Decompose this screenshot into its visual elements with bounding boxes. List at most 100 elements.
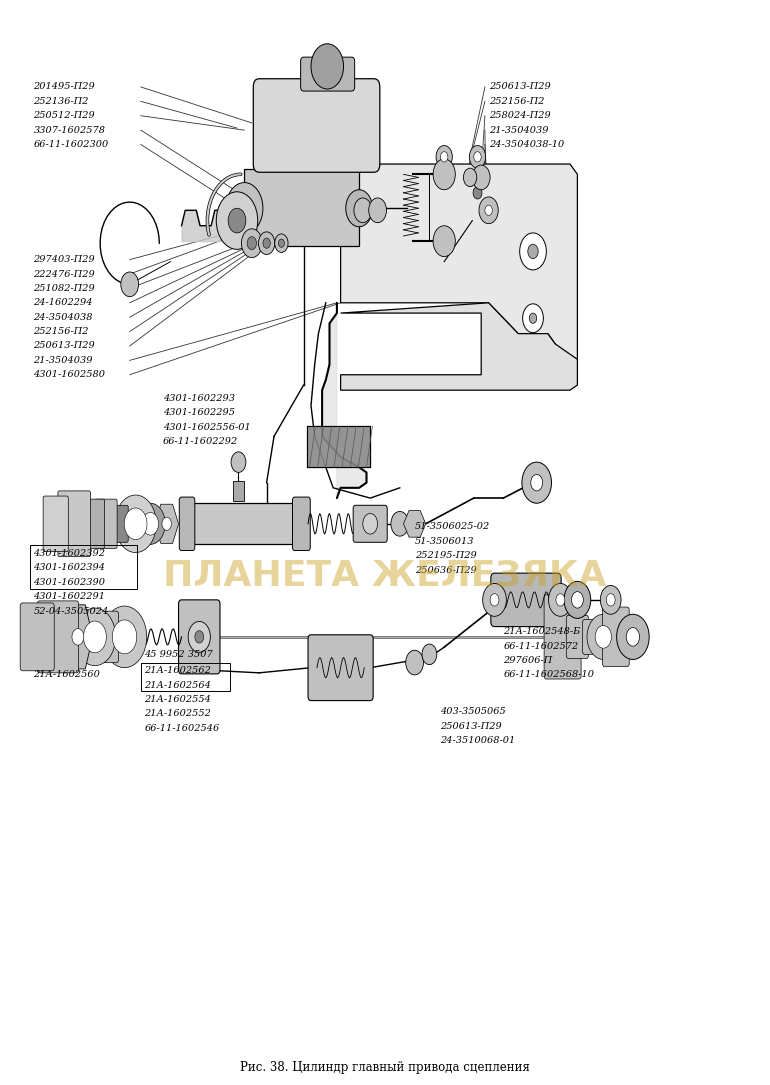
Text: 3307-1602578: 3307-1602578 bbox=[34, 126, 105, 135]
Text: 66-11-1602572: 66-11-1602572 bbox=[504, 641, 578, 651]
Circle shape bbox=[259, 232, 275, 255]
FancyBboxPatch shape bbox=[113, 506, 129, 542]
Text: 4301-1602580: 4301-1602580 bbox=[34, 370, 105, 380]
Circle shape bbox=[606, 593, 615, 607]
Circle shape bbox=[520, 233, 547, 270]
Circle shape bbox=[440, 152, 448, 162]
FancyBboxPatch shape bbox=[490, 573, 561, 626]
Circle shape bbox=[346, 190, 373, 227]
Text: 252156-П2: 252156-П2 bbox=[489, 97, 544, 106]
Polygon shape bbox=[63, 604, 92, 669]
Circle shape bbox=[490, 593, 499, 607]
Circle shape bbox=[483, 584, 507, 616]
Text: 4301-1602556-01: 4301-1602556-01 bbox=[163, 423, 251, 432]
Circle shape bbox=[464, 168, 477, 187]
Circle shape bbox=[479, 197, 498, 224]
FancyBboxPatch shape bbox=[78, 499, 105, 548]
FancyBboxPatch shape bbox=[101, 611, 119, 663]
Text: 252156-П2: 252156-П2 bbox=[34, 327, 89, 336]
Circle shape bbox=[564, 582, 591, 618]
FancyBboxPatch shape bbox=[20, 603, 54, 671]
Text: 250613-П29: 250613-П29 bbox=[440, 722, 502, 731]
Text: 45 9952 3507: 45 9952 3507 bbox=[145, 650, 213, 659]
FancyBboxPatch shape bbox=[603, 607, 629, 666]
Circle shape bbox=[587, 614, 620, 660]
Bar bbox=[233, 481, 244, 501]
Text: 4301-1602293: 4301-1602293 bbox=[163, 394, 235, 403]
Text: 24-1602294: 24-1602294 bbox=[34, 298, 93, 307]
Text: 21А-1602548-Б: 21А-1602548-Б bbox=[504, 627, 581, 636]
FancyBboxPatch shape bbox=[583, 620, 599, 654]
Text: 66-11-1602568-10: 66-11-1602568-10 bbox=[504, 671, 594, 679]
FancyBboxPatch shape bbox=[43, 496, 69, 551]
Text: 4301-1602295: 4301-1602295 bbox=[163, 408, 235, 418]
Circle shape bbox=[112, 620, 137, 654]
Circle shape bbox=[522, 462, 551, 503]
FancyBboxPatch shape bbox=[179, 600, 220, 674]
Text: 4301-1602390: 4301-1602390 bbox=[34, 578, 105, 587]
FancyBboxPatch shape bbox=[179, 497, 195, 550]
Text: 297403-П29: 297403-П29 bbox=[34, 255, 95, 264]
Circle shape bbox=[74, 608, 116, 665]
Polygon shape bbox=[307, 426, 370, 468]
FancyBboxPatch shape bbox=[353, 506, 387, 542]
Text: 21А-1602560: 21А-1602560 bbox=[34, 671, 100, 679]
FancyBboxPatch shape bbox=[37, 601, 79, 673]
Text: 201495-П29: 201495-П29 bbox=[34, 82, 95, 91]
Text: 24-3510068-01: 24-3510068-01 bbox=[440, 737, 516, 745]
Circle shape bbox=[363, 513, 377, 534]
Bar bbox=[30, 546, 137, 588]
Text: 222476-П29: 222476-П29 bbox=[34, 269, 95, 279]
Circle shape bbox=[433, 158, 455, 190]
Circle shape bbox=[406, 650, 424, 675]
Text: 403-3505065: 403-3505065 bbox=[440, 707, 506, 716]
Polygon shape bbox=[340, 303, 578, 391]
Circle shape bbox=[72, 628, 84, 646]
Circle shape bbox=[136, 503, 166, 545]
Text: 21А-1602562: 21А-1602562 bbox=[145, 666, 212, 675]
Circle shape bbox=[228, 208, 246, 233]
Text: 51-3506013: 51-3506013 bbox=[414, 537, 474, 546]
Circle shape bbox=[470, 145, 486, 168]
Text: 4301-1602394: 4301-1602394 bbox=[34, 563, 105, 573]
Circle shape bbox=[556, 593, 565, 607]
Text: 66-11-1602300: 66-11-1602300 bbox=[34, 140, 109, 149]
Circle shape bbox=[422, 644, 437, 665]
Circle shape bbox=[195, 630, 204, 643]
Polygon shape bbox=[340, 164, 578, 385]
Text: 51-3506025-02: 51-3506025-02 bbox=[414, 522, 490, 532]
Text: ПЛАНЕТА ЖЕЛЕЗЯКА: ПЛАНЕТА ЖЕЛЕЗЯКА bbox=[163, 558, 607, 592]
Text: 297606-П: 297606-П bbox=[504, 656, 553, 665]
Circle shape bbox=[354, 197, 372, 222]
Text: 21А-1602552: 21А-1602552 bbox=[145, 710, 212, 718]
Circle shape bbox=[83, 621, 106, 653]
Circle shape bbox=[369, 197, 387, 222]
Circle shape bbox=[595, 626, 611, 648]
Text: 258024-П29: 258024-П29 bbox=[489, 112, 551, 120]
Text: 21-3504039: 21-3504039 bbox=[34, 356, 93, 365]
Circle shape bbox=[531, 474, 543, 490]
Text: 21А-1602554: 21А-1602554 bbox=[145, 695, 212, 704]
FancyBboxPatch shape bbox=[58, 490, 91, 557]
Circle shape bbox=[472, 165, 490, 190]
Circle shape bbox=[242, 229, 262, 257]
Circle shape bbox=[263, 238, 270, 248]
Text: Рис. 38. Цилиндр главный привода сцепления: Рис. 38. Цилиндр главный привода сцеплен… bbox=[240, 1061, 530, 1074]
Circle shape bbox=[188, 622, 210, 652]
Text: 250613-П29: 250613-П29 bbox=[34, 342, 95, 350]
Bar bbox=[189, 503, 296, 545]
Circle shape bbox=[142, 512, 159, 535]
Text: 250512-П29: 250512-П29 bbox=[34, 112, 95, 120]
Text: 66-11-1602546: 66-11-1602546 bbox=[145, 724, 219, 732]
FancyBboxPatch shape bbox=[566, 615, 588, 659]
Circle shape bbox=[247, 237, 256, 250]
Circle shape bbox=[279, 239, 284, 247]
Bar bbox=[141, 663, 229, 691]
Circle shape bbox=[626, 627, 640, 646]
Circle shape bbox=[474, 152, 481, 162]
Circle shape bbox=[102, 607, 147, 667]
FancyBboxPatch shape bbox=[300, 58, 355, 91]
Circle shape bbox=[485, 205, 492, 216]
Circle shape bbox=[231, 451, 246, 472]
Circle shape bbox=[124, 508, 147, 539]
